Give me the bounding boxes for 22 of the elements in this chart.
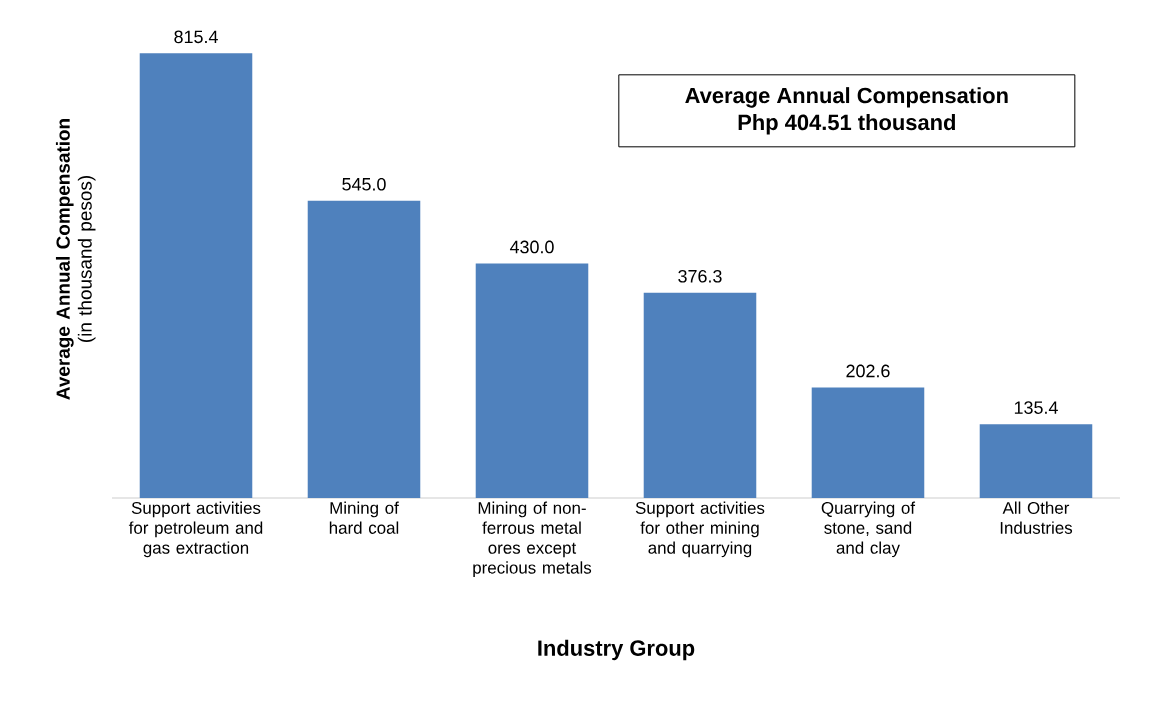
bar	[139, 53, 253, 498]
x-tick-label: Mining of hard coal	[329, 501, 399, 534]
x-tick-label: Support activities for petroleum and gas extraction	[128, 501, 263, 558]
x-tick-label: Quarrying of stone, sand and clay	[821, 501, 916, 558]
y-axis-title: Average Annual Compensation (in thousand pesos)	[55, 119, 96, 400]
annotation: Average Annual Compensation	[685, 87, 1008, 108]
bar	[979, 424, 1093, 498]
data-label: 430.0	[509, 240, 554, 254]
annotation: Php 404.51 thousand	[738, 114, 955, 135]
data-label: 376.3	[678, 269, 722, 283]
data-label: 545.0	[342, 177, 386, 191]
x-axis-title: Industry Group	[538, 639, 695, 661]
bar	[475, 263, 589, 498]
x-tick-label: Support activities for other mining and quarrying	[635, 501, 765, 558]
x-tick-label: Mining of non-ferrous metal ores except precious metals	[473, 501, 592, 578]
data-label: 202.6	[846, 364, 890, 378]
bar	[811, 387, 925, 498]
data-label: 815.4	[174, 30, 218, 44]
x-tick-label: All Other Industries	[1000, 501, 1073, 534]
bar	[643, 292, 757, 498]
bar	[307, 200, 421, 498]
data-label: 135.4	[1014, 401, 1058, 414]
